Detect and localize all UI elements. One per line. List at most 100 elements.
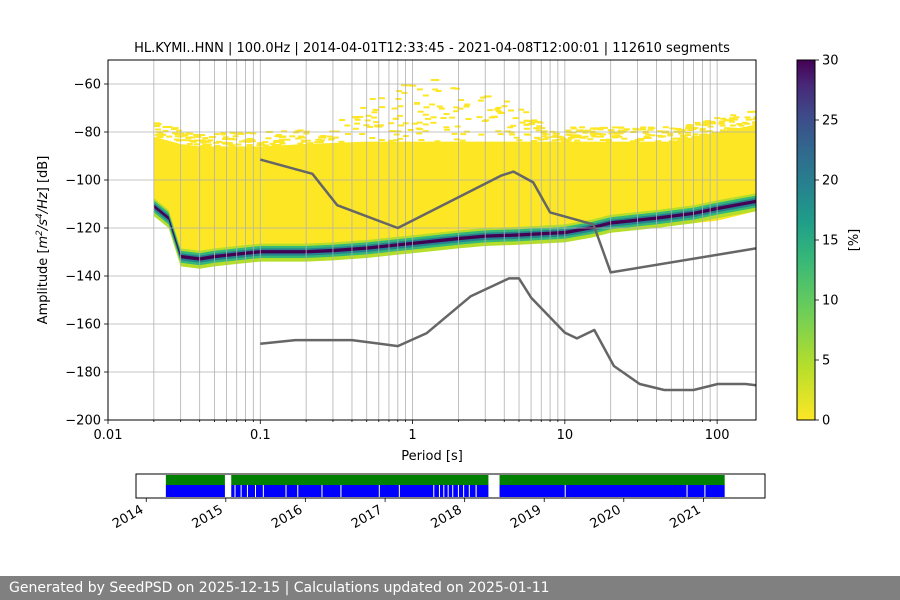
psd-sparse-cell [195, 135, 202, 138]
psd-sparse-cell [392, 117, 399, 120]
psd-sparse-cell [430, 121, 437, 124]
psd-sparse-cell [706, 122, 713, 125]
psd-sparse-cell [544, 136, 551, 139]
psd-sparse-cell [320, 135, 327, 137]
psd-sparse-cell [529, 121, 536, 123]
psd-sparse-cell [416, 132, 423, 135]
grid [108, 60, 756, 421]
psd-sparse-cell [729, 124, 736, 127]
psd-sparse-cell [208, 136, 215, 139]
psd-sparse-cell [352, 127, 359, 130]
x-tick-label: 10 [557, 428, 574, 443]
psd-sparse-cell [275, 143, 282, 146]
psd-sparse-cell [633, 140, 640, 143]
psd-sparse-cell [660, 135, 666, 138]
timeline-tick-label: 2021 [667, 502, 703, 532]
psd-sparse-cell [718, 122, 725, 125]
psd-sparse-cell [274, 135, 281, 138]
psd-sparse-cell [622, 129, 628, 132]
availability-gap-bottom [463, 485, 465, 497]
psd-sparse-cell [685, 127, 692, 129]
psd-sparse-cell [430, 79, 437, 81]
psd-sparse-cell [333, 130, 340, 133]
colorbar-tick-label: 20 [822, 174, 839, 189]
psd-sparse-cell [176, 129, 183, 132]
psd-sparse-cell [597, 128, 604, 131]
psd-sparse-cell [204, 145, 211, 148]
psd-sparse-cell [494, 108, 501, 111]
psd-sparse-cell [422, 113, 429, 116]
availability-gap-bottom [438, 485, 440, 497]
psd-sparse-cell [338, 140, 345, 143]
psd-sparse-cell [207, 139, 214, 142]
availability-gap-top [488, 475, 500, 485]
psd-sparse-cell [265, 137, 272, 140]
psd-sparse-cell [736, 123, 743, 126]
psd-sparse-cell [182, 134, 189, 137]
psd-sparse-cell [719, 124, 726, 127]
psd-sparse-cell [718, 120, 725, 123]
psd-sparse-cell [599, 126, 606, 129]
psd-sparse-cell [577, 129, 584, 132]
psd-sparse-cell [453, 106, 460, 109]
psd-sparse-cell [353, 116, 360, 119]
psd-sparse-cell [580, 136, 587, 139]
psd-sparse-cell [425, 117, 431, 120]
psd-sparse-cell [230, 132, 237, 134]
psd-sparse-cell [694, 121, 701, 124]
psd-sparse-cell [157, 132, 164, 135]
psd-sparse-cell [295, 137, 302, 140]
psd-sparse-cell [155, 128, 162, 131]
psd-sparse-cell [451, 132, 458, 135]
psd-sparse-cell [397, 137, 404, 140]
psd-sparse-cell [667, 134, 674, 137]
psd-sparse-cell [174, 135, 181, 138]
psd-sparse-cell [726, 128, 733, 131]
timeline-tick-label: 2016 [269, 502, 305, 532]
psd-sparse-cell [173, 138, 180, 141]
psd-sparse-cell [388, 139, 395, 142]
psd-sparse-cell [670, 137, 677, 140]
psd-sparse-cell [417, 110, 424, 113]
psd-sparse-cell [367, 125, 374, 128]
psd-sparse-cell [542, 138, 549, 141]
psd-sparse-cell [245, 131, 252, 134]
psd-sparse-cell [531, 119, 538, 122]
psd-sparse-cell [214, 144, 221, 147]
psd-figure: HL.KYMI..HNN | 100.0Hz | 2014-04-01T12:3… [35, 41, 862, 532]
availability-gap-bottom [475, 485, 477, 497]
psd-sparse-cell [679, 134, 686, 137]
psd-sparse-cell [278, 136, 285, 139]
psd-sparse-cell [396, 90, 403, 93]
psd-sparse-cell [596, 133, 603, 135]
psd-sparse-cell [388, 122, 395, 125]
psd-sparse-cell [661, 131, 668, 134]
psd-sparse-cell [213, 141, 220, 144]
psd-sparse-cell [422, 94, 429, 97]
psd-sparse-cell [185, 137, 192, 139]
psd-sparse-cell [332, 136, 339, 139]
data-availability-timeline: 2014 2015 2016 2017 2018 2019 2020 2021 [110, 473, 766, 532]
timeline-tick-label: 2014 [110, 502, 146, 532]
psd-sparse-cell [239, 140, 246, 143]
colorbar-tick-label: 25 [822, 114, 839, 129]
colorbar-tick-label: 5 [822, 354, 830, 369]
y-tick-label: −100 [65, 174, 101, 189]
psd-sparse-cell [372, 108, 379, 111]
psd-sparse-cell [157, 136, 164, 138]
psd-sparse-cell [738, 124, 745, 127]
psd-sparse-cell [364, 119, 371, 122]
psd-sparse-cell [247, 138, 254, 140]
availability-gap-bottom [686, 485, 688, 497]
psd-sparse-cell [297, 142, 304, 145]
psd-sparse-cells [153, 79, 756, 148]
psd-sparse-cell [711, 131, 718, 134]
y-tick-label: −120 [65, 222, 101, 237]
psd-sparse-cell [360, 106, 367, 109]
psd-sparse-cell [497, 133, 504, 136]
psd-sparse-cell [587, 138, 594, 141]
psd-sparse-cell [391, 107, 398, 110]
psd-sparse-cell [413, 102, 420, 105]
psd-sparse-cell [751, 110, 756, 113]
availability-gap-bottom [443, 485, 445, 497]
